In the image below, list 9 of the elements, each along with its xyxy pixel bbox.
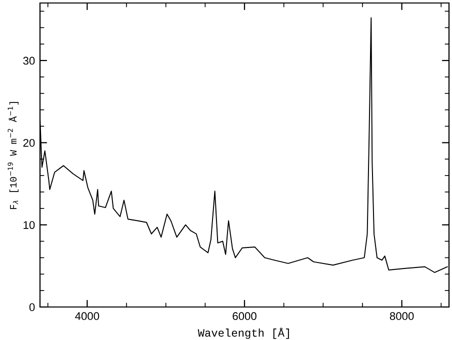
x-tick-label: 8000 (390, 312, 414, 320)
y-tick-label: 20 (23, 138, 35, 147)
y-tick-label: 30 (23, 56, 35, 65)
x-tick-label: 4000 (75, 312, 100, 320)
x-axis-title: Wavelength [Å] (198, 328, 289, 339)
y-tick-label: 10 (24, 221, 35, 229)
y-tick-label: 0 (29, 303, 35, 312)
text: F$_{λ}$ [10$^{−19}$ W m$^{−2}$ Å$^{−1}$] (8, 102, 19, 210)
x-tick-label: 6000 (232, 312, 256, 320)
